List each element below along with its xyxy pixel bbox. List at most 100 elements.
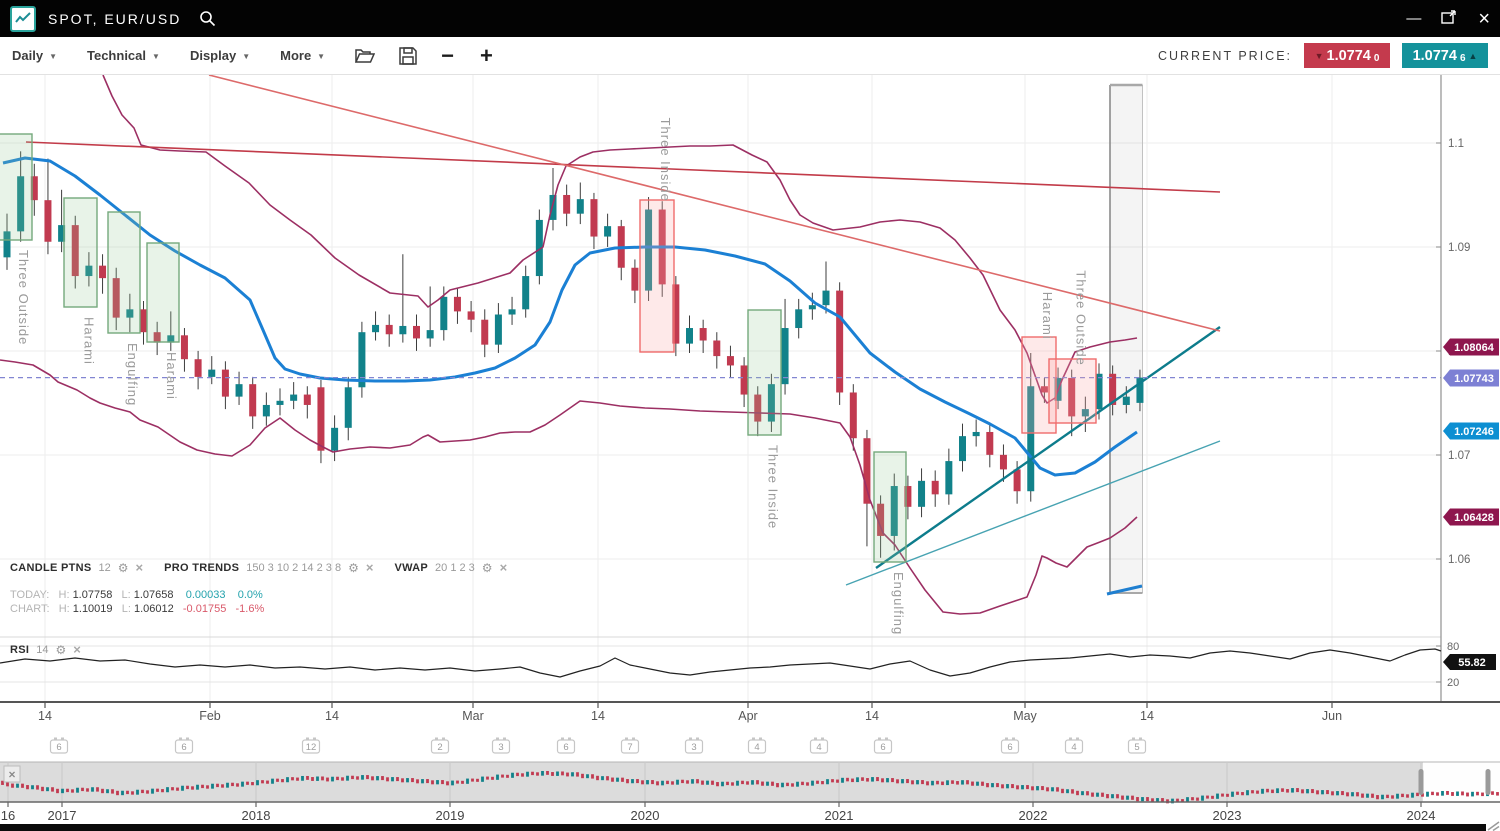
navigator-candle <box>1191 797 1194 801</box>
pattern-box-three-outside <box>0 133 33 241</box>
navigator-candle <box>1386 794 1389 799</box>
calendar-marker[interactable]: 2 <box>430 737 450 754</box>
navigator-candle <box>956 781 959 785</box>
navigator-candle <box>236 783 239 787</box>
svg-text:6: 6 <box>181 742 186 753</box>
rsi-tick-label: 80 <box>1447 641 1459 653</box>
gear-icon[interactable]: ⚙ <box>348 560 359 575</box>
navigator-candle <box>1446 790 1449 795</box>
minimize-icon[interactable]: — <box>1406 10 1422 27</box>
close-icon[interactable]: × <box>1478 7 1490 30</box>
gear-icon[interactable]: ⚙ <box>55 642 67 657</box>
x-tick-label: Mar <box>462 709 484 723</box>
navigator-candle <box>1491 791 1494 795</box>
calendar-marker[interactable]: 5 <box>1127 737 1147 754</box>
navigator-left-handle[interactable] <box>1418 769 1424 795</box>
navigator-candle <box>1276 788 1279 794</box>
navigator-candle <box>91 787 94 792</box>
ask-price-badge: 1.0774 6 ▲ <box>1402 43 1488 68</box>
navigator-candle <box>926 781 929 786</box>
calendar-marker[interactable]: 12 <box>301 737 321 754</box>
menu-technical[interactable]: Technical ▼ <box>87 48 160 63</box>
navigator-candle <box>566 772 569 777</box>
navigator-candle <box>186 785 189 790</box>
vwap-line <box>875 326 1221 569</box>
navigator-year-label: 2020 <box>631 808 660 823</box>
navigator-candle <box>1301 789 1304 794</box>
svg-text:6: 6 <box>563 742 568 753</box>
navigator-candle <box>216 783 219 788</box>
close-icon[interactable]: × <box>73 642 81 657</box>
navigator-candle <box>886 778 889 783</box>
navigator-candle <box>1311 789 1314 794</box>
navigator-year-label: 2019 <box>436 808 465 823</box>
navigator-candle <box>1391 795 1394 799</box>
candle <box>604 226 612 237</box>
candle <box>317 387 325 451</box>
navigator-candle <box>166 787 169 793</box>
navigator-candle <box>1406 794 1409 798</box>
candle <box>863 438 871 504</box>
open-folder-icon[interactable] <box>355 47 376 64</box>
calendar-marker[interactable]: 6 <box>174 737 194 754</box>
popout-icon[interactable] <box>1441 9 1458 28</box>
rsi-badge <box>1443 654 1496 670</box>
navigator-candle <box>861 777 864 781</box>
navigator-candle <box>1341 791 1344 796</box>
calendar-marker[interactable]: 4 <box>747 737 767 754</box>
navigator-right-handle[interactable] <box>1485 769 1491 795</box>
navigator-candle <box>1176 798 1179 802</box>
candle <box>194 359 202 377</box>
pattern-label: Engulfing <box>125 343 140 406</box>
candle <box>58 225 66 242</box>
menu-daily[interactable]: Daily ▼ <box>12 48 57 63</box>
search-icon[interactable] <box>199 10 216 27</box>
calendar-marker[interactable]: 7 <box>620 737 640 754</box>
navigator-candle <box>1436 792 1439 796</box>
candle <box>999 454 1007 470</box>
calendar-marker[interactable]: 6 <box>556 737 576 754</box>
calendar-marker[interactable]: 3 <box>491 737 511 754</box>
candle <box>931 480 939 495</box>
zoom-in-button[interactable]: + <box>479 42 493 68</box>
navigator-candle <box>211 783 214 789</box>
navigator-candle <box>1101 792 1104 797</box>
navigator-candle <box>46 787 49 792</box>
navigator-candle <box>1016 785 1019 790</box>
zoom-out-button[interactable]: − <box>441 42 454 68</box>
candle <box>99 265 107 279</box>
candle <box>522 276 530 310</box>
navigator-candle <box>106 789 109 794</box>
calendar-marker[interactable]: 4 <box>809 737 829 754</box>
menu-more[interactable]: More ▼ <box>280 48 326 63</box>
close-icon[interactable]: × <box>365 560 374 575</box>
navigator-candle <box>136 789 139 795</box>
navigator-candle <box>181 785 184 791</box>
close-icon[interactable]: × <box>135 560 144 575</box>
gear-icon[interactable]: ⚙ <box>481 560 493 575</box>
navigator-candle <box>591 774 594 779</box>
candle <box>126 309 134 318</box>
navigator-close-button[interactable]: × <box>3 765 21 783</box>
candle <box>1109 373 1117 405</box>
today-stats: TODAY: H: 1.07758 L: 1.07658 0.00033 0.0… <box>10 589 263 601</box>
navigator-candle <box>911 780 914 785</box>
menu-display[interactable]: Display ▼ <box>189 48 251 63</box>
calendar-marker[interactable]: 3 <box>684 737 704 754</box>
calendar-marker[interactable]: 6 <box>873 737 893 754</box>
price-chart[interactable]: Three Outside Harami Engulfing Harami Three … <box>0 75 1500 831</box>
navigator-candle <box>121 790 124 796</box>
calendar-marker[interactable]: 6 <box>49 737 69 754</box>
calendar-marker[interactable]: 6 <box>1000 737 1020 754</box>
navigator-candle <box>1431 791 1434 796</box>
gear-icon[interactable]: ⚙ <box>117 560 129 575</box>
navigator-candle <box>1271 789 1274 794</box>
calendar-marker[interactable]: 4 <box>1064 737 1084 754</box>
close-icon[interactable]: × <box>499 560 508 575</box>
navigator-candle <box>116 790 119 796</box>
pattern-label: Three Inside <box>658 118 673 202</box>
x-tick-label: Apr <box>738 709 757 723</box>
navigator-candle <box>711 780 714 785</box>
candle <box>372 324 380 333</box>
save-icon[interactable] <box>399 46 417 65</box>
